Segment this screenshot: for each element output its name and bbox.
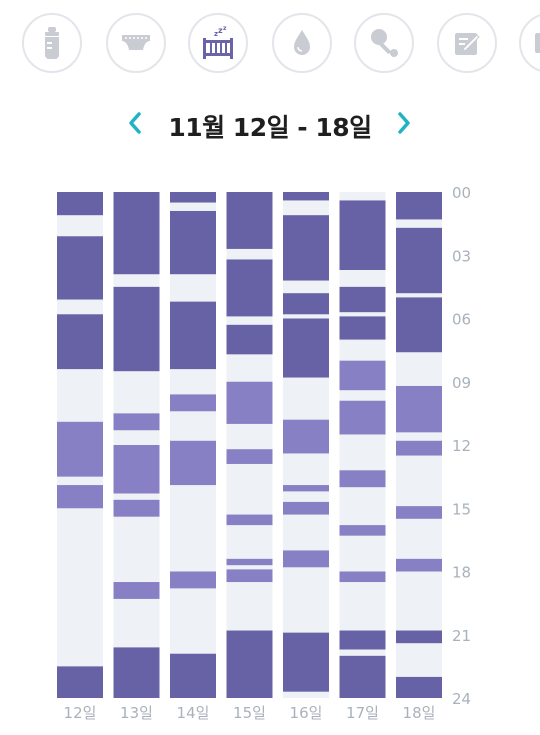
sleep-segment <box>57 314 103 370</box>
sleep-segment <box>396 297 442 353</box>
hour-tick-label: 21 <box>452 627 471 645</box>
day-label: 18일 <box>403 704 436 722</box>
rattle-icon <box>371 29 398 57</box>
sleep-segment <box>339 655 386 698</box>
sleep-segment <box>283 550 329 568</box>
sleep-segment <box>226 630 273 698</box>
hour-tick-label: 09 <box>452 374 471 392</box>
hour-tick-label: 06 <box>452 311 471 329</box>
day-label: 13일 <box>120 704 153 722</box>
week-navigator: 11월 12일 - 18일 <box>0 100 540 150</box>
sleep-segment <box>226 569 273 583</box>
sleep-button[interactable]: z z z <box>188 13 248 73</box>
sleep-segment <box>283 485 329 492</box>
day-label: 15일 <box>233 704 266 722</box>
sleep-segment <box>339 630 386 650</box>
sleep-segment <box>396 440 442 456</box>
note-edit-icon <box>455 33 480 55</box>
day-label: 12일 <box>64 704 97 722</box>
sleep-segment <box>339 525 386 536</box>
sleep-segment <box>339 286 386 313</box>
sleep-segment <box>113 192 160 275</box>
hour-tick-label: 15 <box>452 500 471 518</box>
date-range-title: 11월 12일 - 18일 <box>168 113 372 142</box>
sleep-segment <box>339 200 386 271</box>
sleep-segment <box>396 676 442 698</box>
sleep-segment <box>113 413 160 431</box>
sleep-segment <box>396 192 442 220</box>
day-label: 16일 <box>290 704 323 722</box>
sleep-segment <box>170 571 216 589</box>
sleep-segment <box>57 485 103 509</box>
sleep-segment <box>283 293 329 315</box>
water-drop-icon <box>294 30 310 55</box>
sleep-segment <box>226 192 273 249</box>
hour-tick-label: 03 <box>452 247 471 265</box>
sleep-segment <box>113 445 160 494</box>
sleep-segment <box>57 421 103 477</box>
sleep-segment <box>396 558 442 572</box>
sleep-segment <box>57 666 103 698</box>
sleep-segment <box>170 653 216 698</box>
prev-week-button[interactable] <box>122 106 148 140</box>
chevron-left-icon <box>129 112 141 134</box>
sleep-segment <box>113 499 160 517</box>
crib-sleep-icon: z z z <box>203 25 233 59</box>
sleep-segment <box>283 215 329 281</box>
bath-button[interactable] <box>272 13 332 73</box>
svg-text:z: z <box>223 25 227 32</box>
hour-tick-label: 12 <box>452 437 471 455</box>
sleep-segment <box>339 400 386 435</box>
sleep-segment <box>226 449 273 464</box>
sleep-segment <box>113 286 160 372</box>
sleep-segment <box>339 360 386 391</box>
chevron-right-icon <box>398 112 410 134</box>
sleep-segment <box>339 571 386 583</box>
diaper-button[interactable] <box>106 13 166 73</box>
more-icon <box>535 33 540 53</box>
note-button[interactable] <box>437 13 497 73</box>
sleep-segment <box>170 301 216 370</box>
day-label: 17일 <box>346 704 379 722</box>
sleep-segment <box>283 192 329 201</box>
sleep-segment <box>170 440 216 486</box>
sleep-segment <box>396 385 442 433</box>
svg-text:z: z <box>214 30 218 38</box>
hour-tick-label: 18 <box>452 564 471 582</box>
sleep-segment <box>170 394 216 412</box>
sleep-segment <box>113 582 160 599</box>
sleep-segment <box>226 514 273 526</box>
feeding-button[interactable] <box>22 13 82 73</box>
day-label: 14일 <box>177 704 210 722</box>
hour-tick-label: 00 <box>452 184 471 202</box>
sleep-segment <box>339 316 386 340</box>
sleep-segment <box>283 632 329 692</box>
sleep-segment <box>396 630 442 644</box>
day-column-bg <box>339 192 386 698</box>
diaper-icon <box>122 35 150 50</box>
baby-bottle-icon <box>45 27 59 59</box>
sleep-segment <box>57 192 103 216</box>
sleep-segment <box>226 324 273 355</box>
sleep-segment <box>113 647 160 698</box>
next-week-button[interactable] <box>391 106 417 140</box>
sleep-segment <box>283 318 329 378</box>
sleep-segment <box>283 501 329 515</box>
play-button[interactable] <box>354 13 414 73</box>
sleep-segment <box>283 419 329 454</box>
sleep-segment <box>170 192 216 203</box>
sleep-segment <box>226 259 273 317</box>
sleep-segment <box>396 227 442 294</box>
category-toolbar: z z z <box>0 0 540 90</box>
svg-text:z: z <box>218 26 223 35</box>
sleep-segment <box>226 558 273 566</box>
sleep-segment <box>339 470 386 488</box>
sleep-segment <box>170 210 216 275</box>
sleep-segment <box>226 381 273 424</box>
sleep-segment <box>57 236 103 300</box>
hour-tick-label: 24 <box>452 690 471 708</box>
sleep-segment <box>396 506 442 519</box>
